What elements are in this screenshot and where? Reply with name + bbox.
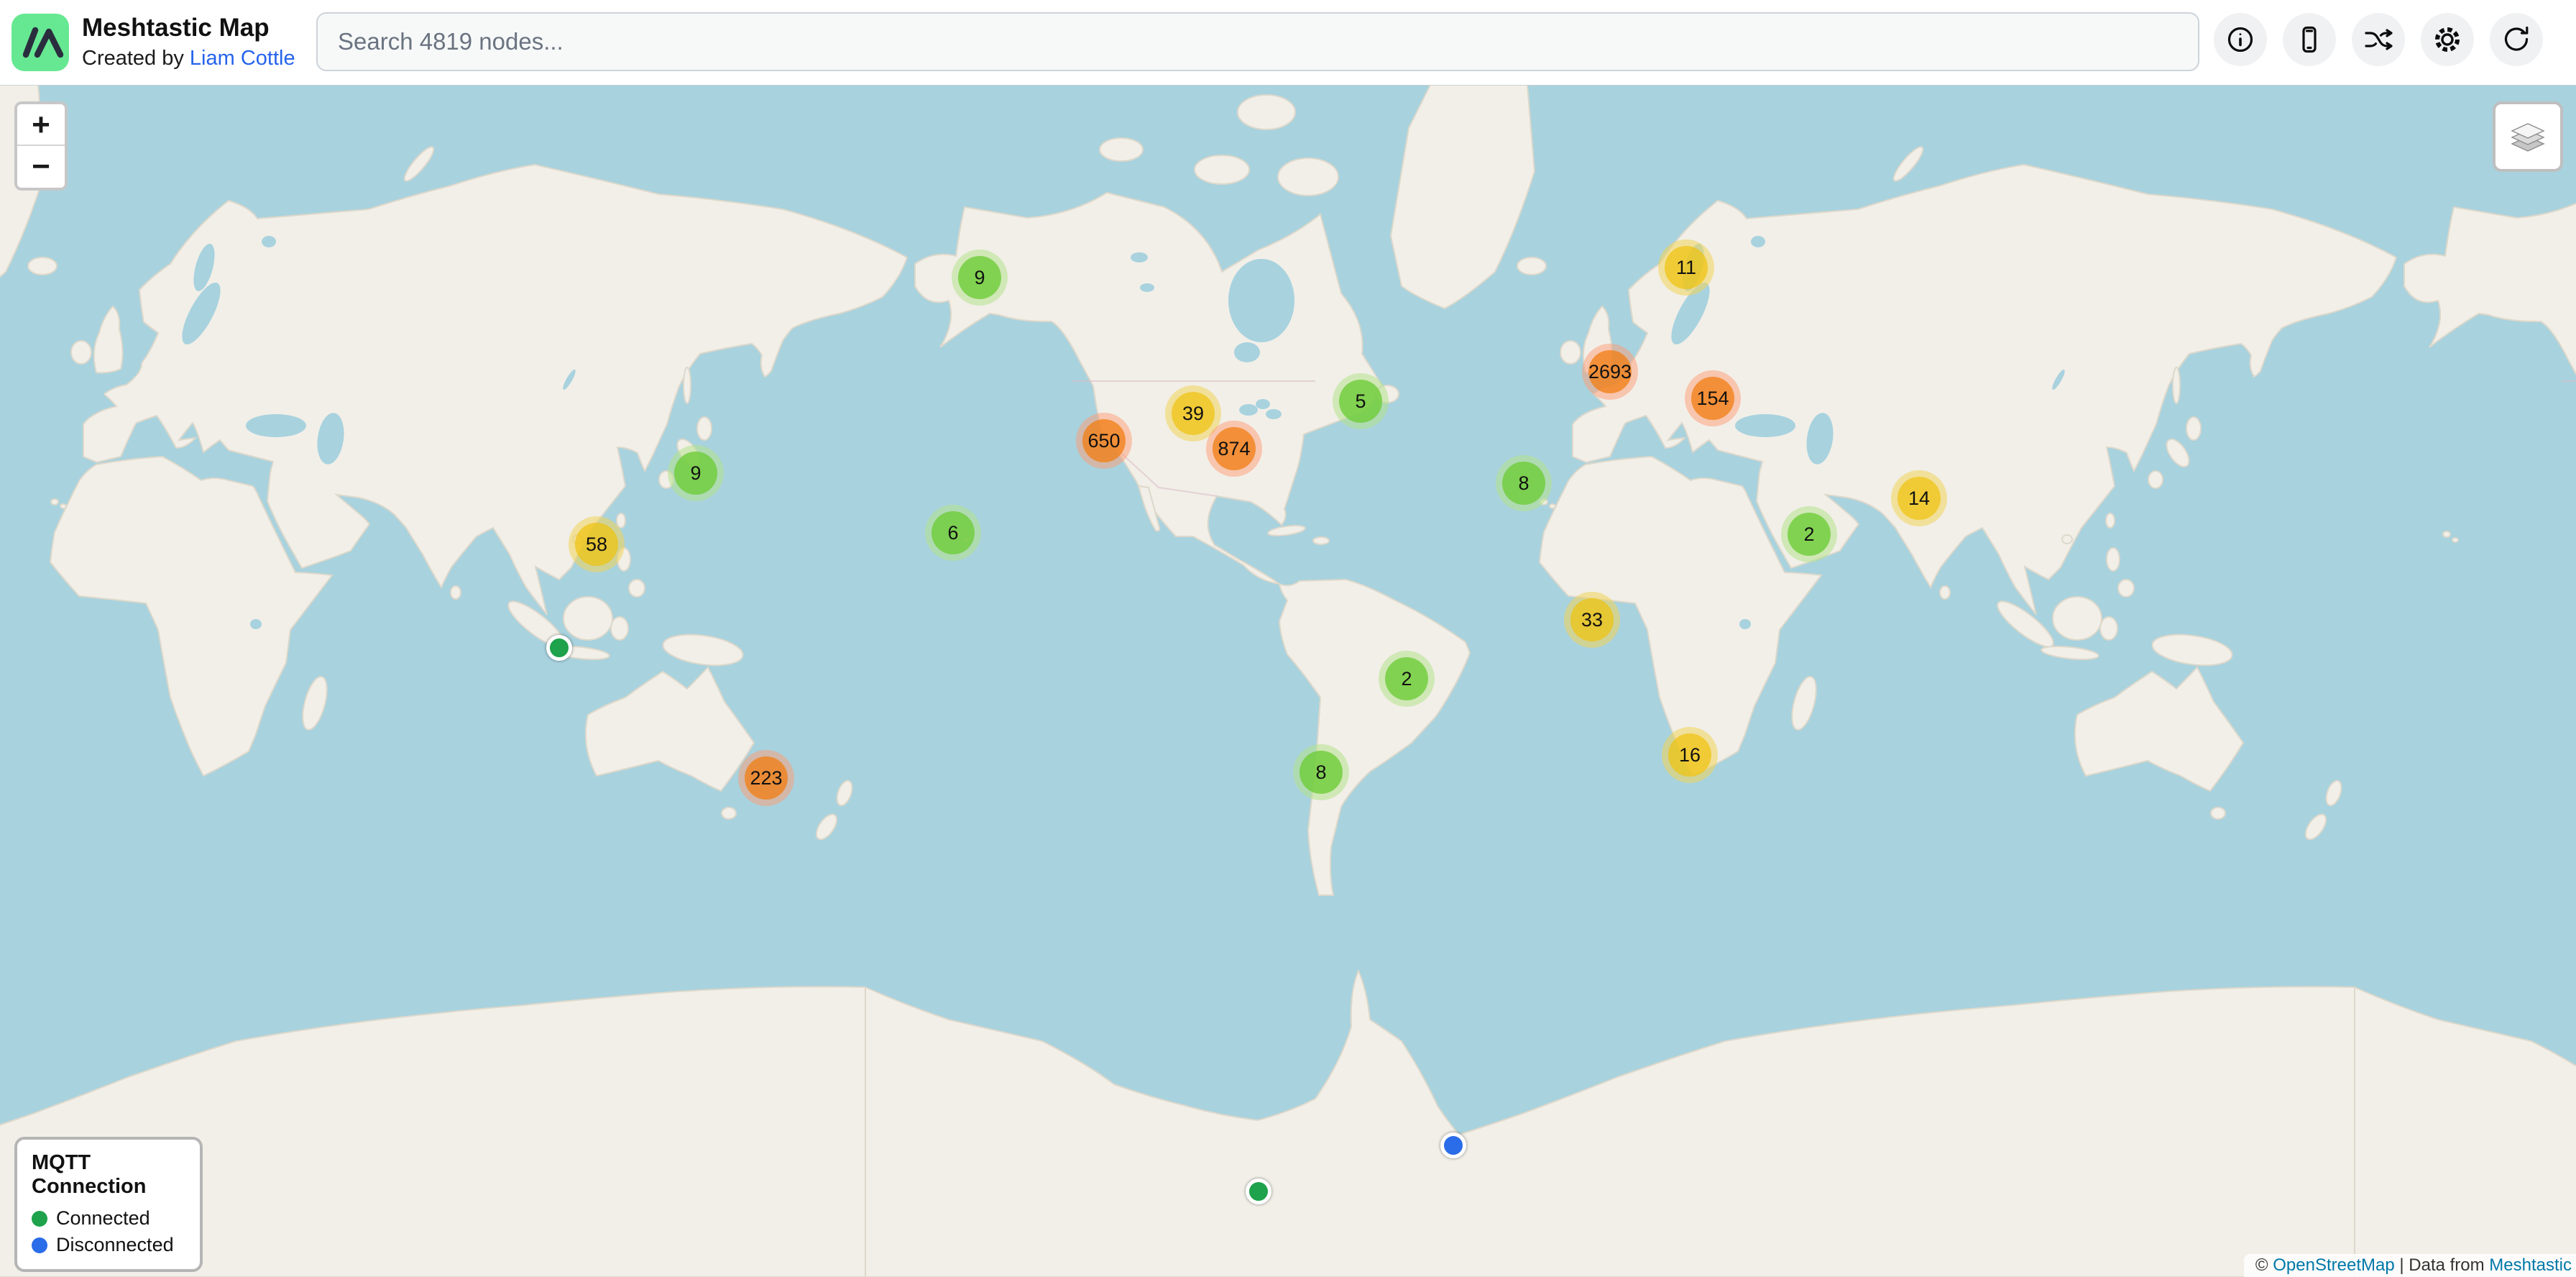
cluster-marker[interactable]: 6	[925, 505, 981, 561]
cluster-marker[interactable]: 58	[569, 516, 625, 572]
legend-label: Disconnected	[56, 1234, 174, 1255]
legend-dot-icon	[32, 1237, 47, 1253]
cluster-marker[interactable]: 9	[952, 250, 1008, 306]
legend-item: Connected	[32, 1207, 185, 1230]
byline-prefix: Created by	[82, 47, 190, 70]
cluster-marker[interactable]: 14	[1891, 470, 1947, 526]
meshtastic-link[interactable]: Meshtastic	[2489, 1255, 2572, 1275]
node-marker-disconnected[interactable]	[1440, 1132, 1466, 1158]
world-map[interactable]	[0, 85, 2576, 1277]
map-tiles	[0, 85, 2576, 1277]
layers-control[interactable]	[2493, 101, 2563, 172]
cluster-marker[interactable]: 650	[1076, 413, 1132, 469]
node-marker-connected[interactable]	[1246, 1178, 1271, 1204]
cluster-marker[interactable]: 223	[738, 750, 794, 806]
osm-link[interactable]: OpenStreetMap	[2273, 1255, 2395, 1275]
cluster-marker[interactable]: 8	[1293, 744, 1349, 800]
meshtastic-logo-icon	[12, 14, 69, 71]
shuffle-icon	[2365, 29, 2393, 50]
app-header: Meshtastic Map Created by Liam Cottle	[0, 0, 2576, 85]
copyright-symbol: ©	[2255, 1255, 2273, 1275]
cluster-marker[interactable]: 2	[1379, 651, 1435, 707]
byline-author-link[interactable]: Liam Cottle	[189, 47, 295, 70]
mqtt-legend: MQTT Connection Connected Disconnected	[14, 1137, 203, 1272]
legend-dot-icon	[32, 1210, 47, 1227]
title-block: Meshtastic Map Created by Liam Cottle	[82, 12, 295, 73]
cluster-marker[interactable]: 5	[1333, 373, 1389, 429]
layers-icon	[2511, 123, 2545, 152]
cluster-marker[interactable]: 2693	[1582, 344, 1638, 400]
byline: Created by Liam Cottle	[82, 44, 295, 73]
legend-title: MQTT Connection	[32, 1151, 147, 1198]
cluster-marker[interactable]: 9	[668, 445, 724, 501]
legend-label: Connected	[56, 1207, 150, 1229]
zoom-in-button[interactable]: +	[17, 104, 65, 146]
refresh-icon	[2504, 26, 2529, 51]
cluster-marker[interactable]: 2	[1781, 506, 1837, 562]
cluster-marker[interactable]: 11	[1658, 239, 1714, 296]
legend-items: Connected Disconnected	[32, 1207, 185, 1256]
refresh-button[interactable]	[2490, 13, 2543, 66]
legend-item: Disconnected	[32, 1234, 185, 1256]
map-attribution: © OpenStreetMap | Data from Meshtastic	[2243, 1254, 2576, 1277]
settings-icon	[2435, 27, 2460, 52]
attribution-middle-text: | Data from	[2394, 1255, 2490, 1275]
phone-icon	[2302, 26, 2317, 53]
page-title: Meshtastic Map	[82, 14, 270, 42]
cluster-marker[interactable]: 154	[1685, 370, 1741, 426]
cluster-marker[interactable]: 33	[1564, 592, 1620, 648]
settings-button[interactable]	[2421, 13, 2474, 66]
info-button[interactable]	[2214, 13, 2267, 66]
node-marker-connected[interactable]	[546, 635, 572, 661]
zoom-control: + −	[14, 101, 68, 191]
cluster-marker[interactable]: 16	[1662, 727, 1718, 783]
cluster-marker[interactable]: 8	[1496, 455, 1552, 511]
mobile-app-button[interactable]	[2283, 13, 2336, 66]
cluster-marker[interactable]: 874	[1206, 421, 1262, 477]
search-input[interactable]	[316, 12, 2199, 71]
info-icon	[2227, 27, 2253, 52]
zoom-out-button[interactable]: −	[17, 146, 65, 188]
random-node-button[interactable]	[2352, 13, 2405, 66]
